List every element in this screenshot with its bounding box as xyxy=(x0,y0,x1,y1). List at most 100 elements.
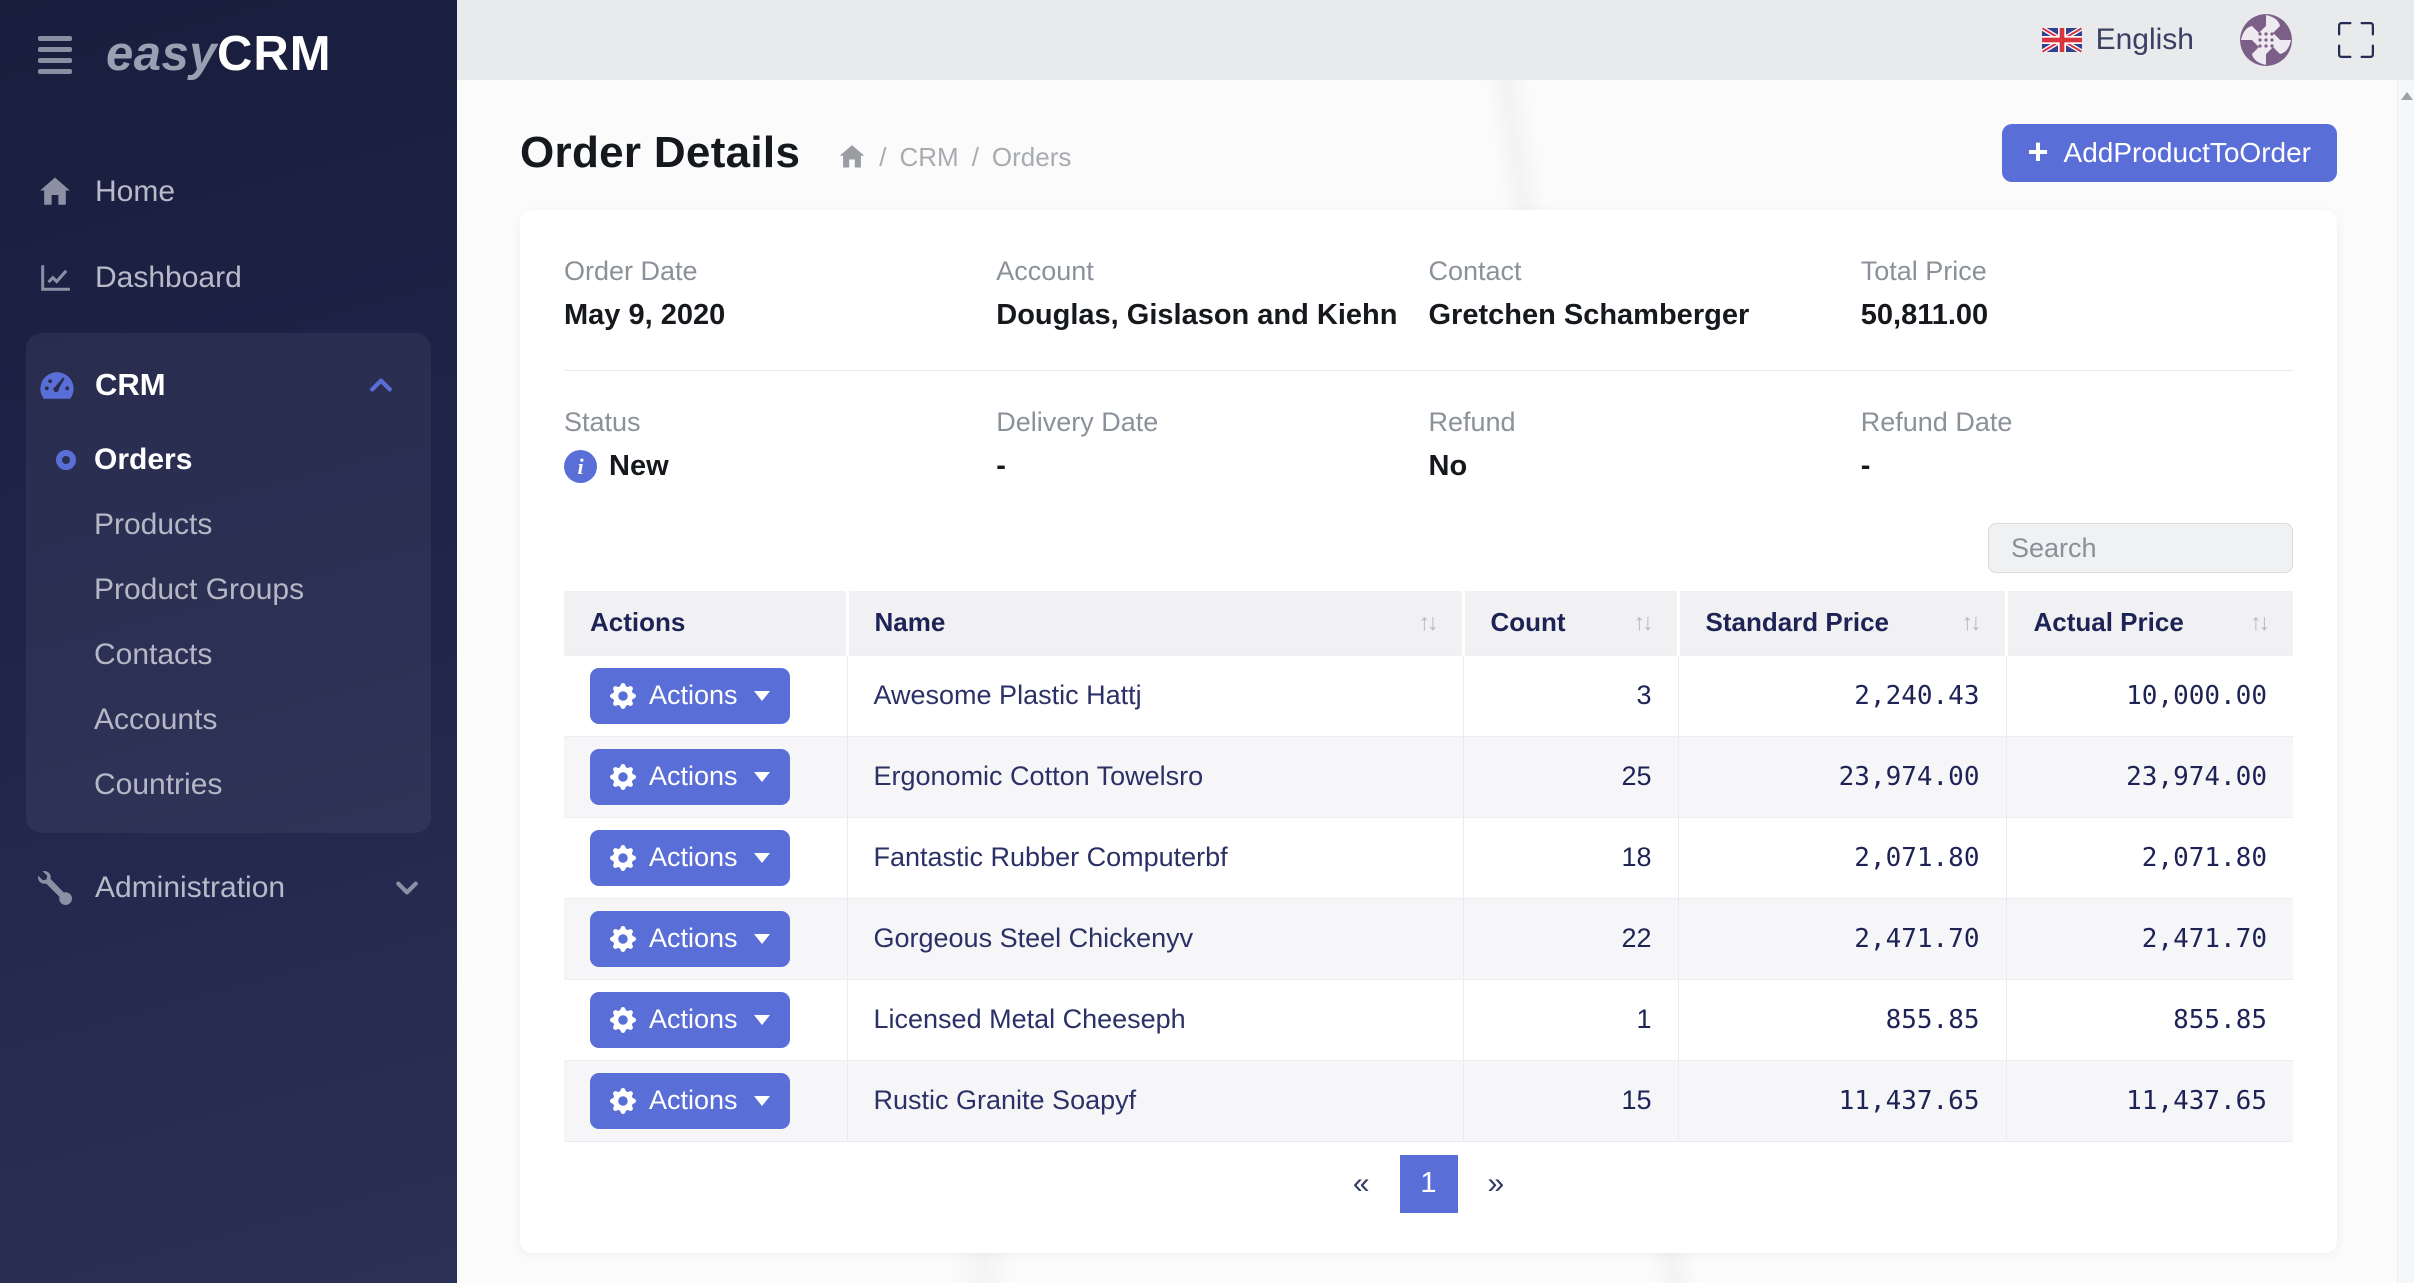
field-account: Account Douglas, Gislason and Kiehn xyxy=(996,256,1428,332)
table-row: Actions Licensed Metal Cheeseph 1 855.85… xyxy=(564,978,2293,1060)
table-row: Actions Fantastic Rubber Computerbf 18 2… xyxy=(564,816,2293,898)
gear-icon xyxy=(610,1087,636,1114)
field-value: 50,811.00 xyxy=(1860,299,1989,331)
field-delivery-date: Delivery Date - xyxy=(996,407,1428,483)
sidebar-subitem-label: Orders xyxy=(94,442,193,476)
sort-arrows-icon[interactable]: ↑↓ xyxy=(1961,609,1982,636)
field-label: Status xyxy=(564,407,641,437)
field-label: Account xyxy=(996,256,1094,286)
sidebar-item-accounts[interactable]: Accounts xyxy=(26,687,431,752)
pagination-prev[interactable]: « xyxy=(1352,1166,1370,1200)
hamburger-icon[interactable] xyxy=(38,32,72,78)
order-info-row-2: Status i New Delivery Date - Refund No xyxy=(564,407,2293,483)
actions-button[interactable]: Actions xyxy=(590,991,790,1048)
sidebar-subitem-label: Products xyxy=(94,507,213,541)
sidebar-item-countries[interactable]: Countries xyxy=(26,752,431,817)
sidebar-item-products[interactable]: Products xyxy=(26,492,431,557)
scrollbar[interactable] xyxy=(2397,80,2414,1283)
column-header-count[interactable]: Count ↑↓ xyxy=(1463,591,1680,655)
info-icon[interactable]: i xyxy=(564,450,597,483)
sidebar-item-orders[interactable]: Orders xyxy=(26,427,431,492)
caret-down-icon xyxy=(753,771,770,782)
brand-easy: easy xyxy=(106,27,218,81)
actions-button[interactable]: Actions xyxy=(590,829,790,886)
actions-button-label: Actions xyxy=(649,1085,738,1116)
fullscreen-icon[interactable] xyxy=(2338,22,2374,58)
breadcrumb-sep: / xyxy=(971,141,979,172)
column-header-actual-price[interactable]: Actual Price ↑↓ xyxy=(2006,591,2293,655)
plus-icon: + xyxy=(2027,130,2049,172)
field-status: Status i New xyxy=(564,407,996,483)
field-label: Total Price xyxy=(1860,256,1987,286)
field-refund-date: Refund Date - xyxy=(1861,407,2293,483)
breadcrumb-crm[interactable]: CRM xyxy=(899,141,959,172)
cell-name: Ergonomic Cotton Towelsro xyxy=(847,735,1464,817)
actions-button[interactable]: Actions xyxy=(590,1072,790,1129)
table-header-row: Actions Name ↑↓ Count ↑↓ Standard Price ↑↓ … xyxy=(564,591,2293,655)
home-icon[interactable] xyxy=(838,143,866,171)
breadcrumb-orders[interactable]: Orders xyxy=(991,141,1072,172)
field-total-price: Total Price 50,811.00 xyxy=(1861,256,2293,332)
add-product-to-order-button[interactable]: + AddProductToOrder xyxy=(2001,124,2337,182)
cell-name: Awesome Plastic Hattj xyxy=(847,654,1464,736)
cell-count: 15 xyxy=(1463,1059,1679,1141)
search-input[interactable] xyxy=(1988,523,2293,573)
cell-actual-price: 11,437.65 xyxy=(2006,1059,2293,1141)
cell-actual-price: 10,000.00 xyxy=(2006,654,2293,736)
topbar: English xyxy=(457,0,2414,80)
sidebar-item-dashboard[interactable]: Dashboard xyxy=(0,235,457,321)
sidebar-item-product-groups[interactable]: Product Groups xyxy=(26,557,431,622)
sidebar-item-administration[interactable]: Administration xyxy=(0,845,457,931)
caret-down-icon xyxy=(753,852,770,863)
pagination-page-1[interactable]: 1 xyxy=(1399,1154,1458,1213)
actions-button[interactable]: Actions xyxy=(590,910,790,967)
cell-count: 1 xyxy=(1463,978,1679,1060)
cell-standard-price: 2,471.70 xyxy=(1678,897,2007,979)
column-header-name[interactable]: Name ↑↓ xyxy=(847,591,1465,655)
sort-arrows-icon[interactable]: ↑↓ xyxy=(1418,609,1439,636)
cell-name: Fantastic Rubber Computerbf xyxy=(847,816,1464,898)
pagination-next[interactable]: » xyxy=(1487,1166,1505,1200)
field-order-date: Order Date May 9, 2020 xyxy=(564,256,996,332)
sidebar-item-crm[interactable]: CRM xyxy=(26,343,431,427)
field-value: May 9, 2020 xyxy=(564,299,726,331)
caret-down-icon xyxy=(753,1095,770,1106)
chart-line-icon xyxy=(38,261,78,295)
sidebar-item-contacts[interactable]: Contacts xyxy=(26,622,431,687)
content: Order Details / CRM / Orders + AddProduc… xyxy=(457,80,2414,1283)
order-details-card: Order Date May 9, 2020 Account Douglas, … xyxy=(520,210,2337,1253)
actions-button-label: Actions xyxy=(649,923,738,953)
brand-logo[interactable]: easyCRM xyxy=(106,30,332,79)
table-row: Actions Gorgeous Steel Chickenyv 22 2,47… xyxy=(564,897,2293,979)
language-selector[interactable]: English xyxy=(2041,23,2194,57)
sort-arrows-icon[interactable]: ↑↓ xyxy=(2250,609,2270,636)
uk-flag-icon xyxy=(2041,27,2082,53)
cell-standard-price: 11,437.65 xyxy=(1678,1059,2007,1141)
field-label: Contact xyxy=(1428,256,1522,286)
brand-crm: CRM xyxy=(217,27,332,81)
sidebar-nav: Home Dashboard CRM xyxy=(0,149,457,931)
cell-standard-price: 855.85 xyxy=(1678,978,2007,1060)
sort-arrows-icon[interactable]: ↑↓ xyxy=(1633,609,1654,636)
column-header-standard-price[interactable]: Standard Price ↑↓ xyxy=(1678,591,2008,655)
gear-icon xyxy=(610,925,636,952)
field-value: Douglas, Gislason and Kiehn xyxy=(996,299,1398,331)
cell-name: Rustic Granite Soapyf xyxy=(847,1059,1464,1141)
actions-button-label: Actions xyxy=(649,680,738,710)
caret-down-icon xyxy=(753,933,770,944)
scrollbar-up-arrow[interactable] xyxy=(2401,92,2413,100)
cell-standard-price: 23,974.00 xyxy=(1678,735,2007,817)
actions-button[interactable]: Actions xyxy=(590,748,790,805)
cell-standard-price: 2,071.80 xyxy=(1678,816,2007,898)
sidebar-item-label: Home xyxy=(95,175,176,208)
cell-name: Gorgeous Steel Chickenyv xyxy=(847,897,1464,979)
sidebar-subitem-label: Contacts xyxy=(94,637,213,671)
dot-circle-icon xyxy=(56,449,76,470)
home-icon xyxy=(38,175,78,209)
table-row: Actions Awesome Plastic Hattj 3 2,240.43… xyxy=(564,654,2293,736)
sidebar-item-home[interactable]: Home xyxy=(0,149,457,235)
avatar[interactable] xyxy=(2240,14,2292,66)
actions-button-label: Actions xyxy=(649,1004,738,1034)
actions-button[interactable]: Actions xyxy=(590,667,790,724)
